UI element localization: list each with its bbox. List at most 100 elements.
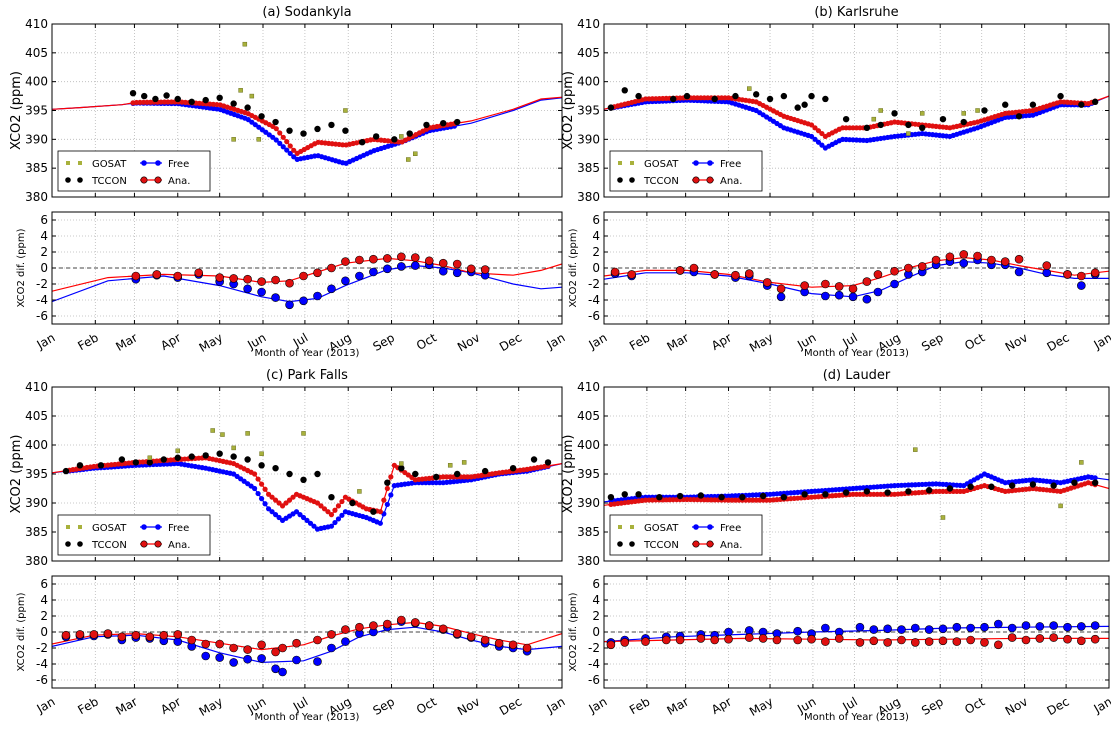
free-marker <box>328 523 335 529</box>
tccon-point <box>1091 479 1099 486</box>
x-tick-label: Mar <box>113 694 140 717</box>
ana-marker <box>262 486 268 492</box>
top-frame <box>51 386 563 562</box>
tccon-point <box>97 462 105 469</box>
free-diff-point <box>938 624 948 634</box>
y-tick-label: 390 <box>25 496 48 510</box>
y-tick-label: 400 <box>577 75 600 89</box>
ana-diff-point <box>966 635 975 645</box>
tccon-point <box>939 115 947 123</box>
tccon-point <box>314 470 321 478</box>
tccon-point <box>328 494 335 501</box>
ana-marker <box>808 122 815 128</box>
free-diff-point <box>821 291 830 301</box>
tccon-point <box>621 491 628 498</box>
ana-marker <box>377 509 383 515</box>
legend-tccon-marker <box>77 177 83 183</box>
ana-diff-point <box>661 635 671 645</box>
free-marker <box>307 520 314 526</box>
ana-diff-point <box>931 255 941 265</box>
tccon-point <box>174 454 181 461</box>
panel-0: 380 385 390 395 400 405 410 GOSAT TCCON Free Ana. (… <box>9 5 568 359</box>
legend-gosat-label: GOSAT <box>92 159 127 170</box>
bottom-plot <box>52 252 562 310</box>
gosat-point <box>961 111 966 116</box>
legend-free-label: Free <box>168 523 189 534</box>
x-tick-label: Sep <box>370 330 397 353</box>
ana-marker <box>280 134 286 140</box>
ana-marker <box>321 506 328 512</box>
gosat-point <box>357 489 362 494</box>
gosat-point <box>1058 503 1063 509</box>
tccon-point <box>732 92 739 100</box>
free-diff-point <box>924 625 934 634</box>
y-tick-label: 410 <box>25 17 48 31</box>
tccon-point <box>960 118 967 126</box>
legend-ana-marker <box>692 540 700 548</box>
tccon-point <box>780 494 788 501</box>
ana-diff-point <box>159 630 169 640</box>
free-diff-point <box>966 623 975 633</box>
y-tick-label: -6 <box>36 309 48 323</box>
free-diff-point <box>257 287 266 297</box>
free-diff-point <box>292 655 301 665</box>
ana-diff-point <box>1090 268 1100 278</box>
ana-diff-point <box>987 255 996 265</box>
y-tick-label: 405 <box>577 46 600 60</box>
legend-gosat-marker <box>66 525 70 529</box>
x-tick-label: Dec <box>497 330 524 354</box>
tccon-point <box>440 119 447 127</box>
ana-marker <box>252 471 258 477</box>
tccon-point <box>891 110 898 117</box>
x-tick-label: Dec <box>1044 330 1071 354</box>
ana-diff-point <box>480 265 490 274</box>
panel-title: (d) Lauder <box>823 368 891 383</box>
ana-diff-point <box>278 643 287 653</box>
y-tick-label: 405 <box>25 409 48 423</box>
gosat-point <box>906 131 911 136</box>
ana-diff-point <box>257 640 266 650</box>
y-tick-label: 390 <box>25 132 48 146</box>
tccon-point <box>370 508 377 515</box>
tccon-point <box>300 476 307 483</box>
free-diff-point <box>1007 623 1017 633</box>
top-plot <box>52 41 562 166</box>
ana-diff-point <box>855 638 865 647</box>
free-marker <box>258 496 265 502</box>
tccon-point <box>230 100 237 107</box>
ana-diff-point <box>292 638 301 648</box>
free-marker <box>812 136 818 142</box>
free-diff-point <box>278 667 287 677</box>
panel-3: 380 385 390 395 400 405 410 GOSAT TCCON Free Ana. (… <box>561 368 1111 723</box>
legend: GOSAT TCCON Free Ana. <box>57 514 211 556</box>
tccon-point <box>314 125 321 133</box>
ana-diff-point <box>355 255 364 265</box>
ana-diff-point <box>696 634 706 643</box>
free-diff-point <box>980 622 989 632</box>
free-marker <box>332 519 338 526</box>
free-marker <box>287 150 293 157</box>
ana-marker <box>284 139 290 145</box>
tccon-point <box>842 489 850 496</box>
free-marker <box>339 512 345 518</box>
ana-diff-point <box>299 271 308 281</box>
free-marker <box>311 523 317 529</box>
tccon-point <box>919 124 926 131</box>
gosat-point <box>220 432 225 437</box>
gosat-point <box>249 93 255 99</box>
tccon-point <box>160 456 167 463</box>
y-tick-label: 390 <box>577 132 600 146</box>
tccon-point <box>842 115 850 123</box>
ana-marker <box>332 507 338 513</box>
y-tick-label: 6 <box>40 213 48 227</box>
tccon-point <box>607 104 615 111</box>
gosat-point <box>259 451 264 456</box>
legend-free-marker <box>155 524 161 530</box>
ana-diff-point <box>494 638 504 648</box>
free-diff-point <box>243 654 252 664</box>
ana-diff-point <box>911 638 920 647</box>
ana-diff-point <box>834 634 844 643</box>
gosat-point <box>245 431 250 436</box>
x-tick-label: Mar <box>665 694 692 717</box>
legend-gosat-marker <box>78 525 82 529</box>
